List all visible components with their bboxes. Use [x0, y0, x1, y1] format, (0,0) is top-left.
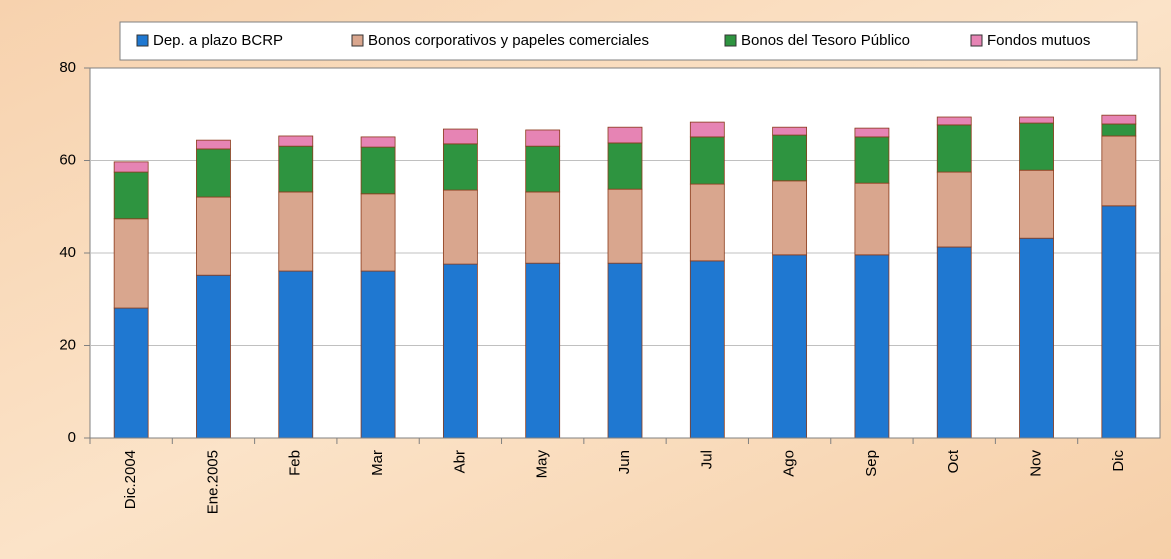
y-tick-label: 20	[59, 336, 76, 353]
bar-segment	[113, 161, 149, 173]
bar-segment	[278, 191, 314, 272]
y-tick-label: 60	[59, 151, 76, 168]
bar-segment	[360, 270, 396, 439]
bar-segment	[1019, 169, 1054, 239]
bar-segment	[1019, 237, 1054, 439]
bar-segment	[1101, 205, 1137, 439]
legend-swatch	[136, 34, 149, 47]
bar-segment	[607, 126, 643, 144]
bar-segment	[278, 270, 314, 439]
bar-segment	[278, 135, 314, 147]
bar-segment	[278, 145, 314, 193]
bar-segment	[1101, 135, 1137, 207]
bar-segment	[772, 134, 808, 182]
x-tick-label: Dic.2004	[122, 450, 139, 509]
bar-segment	[689, 136, 725, 185]
bar-segment	[442, 189, 478, 265]
bar-segment	[854, 182, 890, 256]
bar-segment	[360, 136, 396, 148]
x-tick-label: Jul	[698, 450, 715, 469]
x-tick-label: Sep	[863, 450, 880, 477]
bar-segment	[525, 145, 561, 193]
bar-segment	[525, 191, 561, 264]
bar-segment	[772, 126, 808, 136]
bar-segment	[113, 171, 149, 220]
legend-label: Bonos corporativos y papeles comerciales	[368, 32, 649, 49]
bar-segment	[854, 136, 890, 184]
bar-segment	[689, 183, 725, 262]
x-tick-label: Oct	[945, 449, 962, 473]
y-tick-label: 40	[59, 244, 76, 261]
bar-segment	[196, 148, 231, 198]
bar-segment	[196, 139, 231, 150]
bar-segment	[689, 260, 725, 439]
x-tick-label: Nov	[1028, 450, 1045, 477]
bar-segment	[607, 262, 643, 439]
legend-label: Bonos del Tesoro Público	[741, 32, 910, 49]
bar-segment	[525, 129, 561, 147]
bar-segment	[442, 128, 478, 145]
bar-segment	[607, 142, 643, 190]
legend-label: Fondos mutuos	[987, 32, 1090, 49]
bar-segment	[196, 274, 231, 439]
x-tick-label: Dic	[1110, 450, 1127, 472]
y-tick-label: 80	[59, 59, 76, 76]
legend-swatch	[724, 34, 737, 47]
legend-label: Dep. a plazo BCRP	[153, 32, 283, 49]
bar-segment	[1019, 116, 1054, 124]
bar-segment	[360, 193, 396, 272]
bar-segment	[607, 188, 643, 264]
bar-segment	[854, 254, 890, 439]
bar-segment	[936, 246, 972, 439]
legend-swatch	[351, 34, 364, 47]
legend-swatch	[970, 34, 983, 47]
bar-segment	[772, 254, 808, 439]
bar-segment	[936, 171, 972, 248]
x-tick-label: Feb	[287, 450, 304, 476]
x-tick-label: Abr	[451, 450, 468, 473]
x-tick-label: Jun	[616, 450, 633, 474]
legend	[119, 21, 1138, 61]
bar-segment	[936, 124, 972, 173]
bar-segment	[525, 262, 561, 439]
bar-segment	[360, 146, 396, 195]
bar-segment	[442, 143, 478, 191]
bar-segment	[1101, 114, 1137, 125]
bar-segment	[854, 127, 890, 138]
x-tick-label: Ene.2005	[204, 450, 221, 514]
y-tick-label: 0	[68, 429, 76, 446]
bar-segment	[113, 218, 149, 309]
x-tick-label: Ago	[781, 450, 798, 477]
bar-segment	[442, 263, 478, 439]
bar-segment	[936, 116, 972, 126]
bar-segment	[772, 180, 808, 256]
bar-segment	[113, 307, 149, 439]
bar-segment	[196, 196, 231, 276]
bar-segment	[689, 121, 725, 138]
bar-segment	[1019, 122, 1054, 171]
bar-segment	[1101, 123, 1137, 137]
x-tick-label: May	[534, 450, 551, 479]
x-tick-label: Mar	[369, 450, 386, 476]
